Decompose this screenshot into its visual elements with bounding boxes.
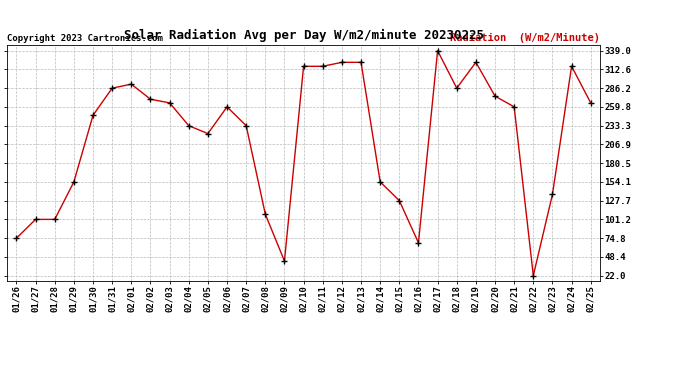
Text: Radiation  (W/m2/Minute): Radiation (W/m2/Minute)	[451, 33, 600, 43]
Text: Copyright 2023 Cartronics.com: Copyright 2023 Cartronics.com	[7, 34, 163, 43]
Title: Solar Radiation Avg per Day W/m2/minute 20230225: Solar Radiation Avg per Day W/m2/minute …	[124, 29, 484, 42]
